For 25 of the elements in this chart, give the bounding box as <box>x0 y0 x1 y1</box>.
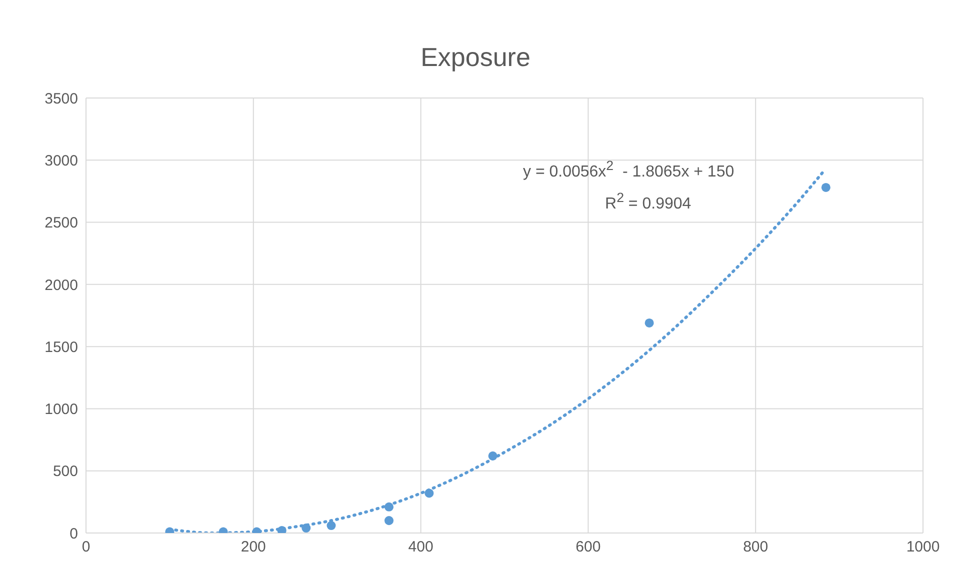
point <box>488 451 498 460</box>
point <box>384 516 394 526</box>
x-tick-label: 200 <box>240 538 266 556</box>
y-tick-label: 500 <box>52 463 78 480</box>
point <box>644 318 654 328</box>
point <box>384 502 394 512</box>
y-tick-label: 1500 <box>44 338 78 356</box>
x-tick-label: 400 <box>408 538 434 556</box>
y-tick-label: 3500 <box>44 90 78 108</box>
y-tick-label: 1000 <box>44 401 78 418</box>
annotation: R$^{2}$ = 0.9904 <box>605 190 692 214</box>
point <box>424 488 434 498</box>
point <box>302 524 311 533</box>
annotation: y = 0.0056x$^{2}$ - 1.8065x + 150 <box>523 158 734 182</box>
chart-title: Exposure <box>420 42 532 73</box>
point <box>821 182 830 192</box>
x-tick-label: 1000 <box>906 538 940 556</box>
point <box>326 521 336 530</box>
y-tick-label: 3000 <box>44 152 78 170</box>
y-tick-label: 2000 <box>44 276 78 294</box>
x-tick-label: 800 <box>743 538 768 556</box>
y-tick-label: 0 <box>70 525 78 542</box>
x-tick-label: 0 <box>82 538 90 556</box>
x-tick-label: 600 <box>576 538 601 556</box>
y-tick-label: 2500 <box>44 214 78 232</box>
